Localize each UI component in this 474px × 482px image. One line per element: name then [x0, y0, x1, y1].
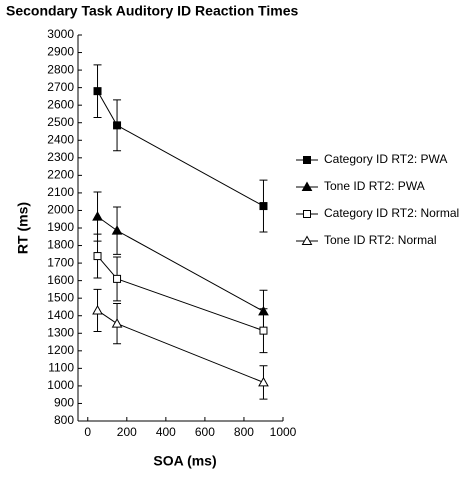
- series-line: [97, 90, 264, 207]
- marker: [113, 121, 122, 130]
- legend-label: Category ID RT2: Normal: [324, 206, 459, 220]
- y-tick-label: 1400: [47, 308, 74, 322]
- x-tick-label: 1000: [270, 425, 297, 439]
- y-tick-label: 1100: [48, 361, 74, 375]
- x-tick-label: 0: [84, 425, 91, 439]
- y-tick-label: 900: [54, 396, 74, 410]
- y-tick-label: 1200: [47, 343, 74, 357]
- marker: [259, 202, 268, 211]
- y-tick-label: 2700: [47, 80, 74, 94]
- legend-label: Tone ID RT2: PWA: [324, 179, 425, 193]
- marker: [92, 304, 103, 315]
- y-tick-label: 1800: [47, 238, 74, 252]
- legend-marker: [303, 210, 311, 218]
- marker: [93, 252, 102, 261]
- legend-marker: [303, 156, 311, 164]
- x-tick-label: 800: [234, 425, 254, 439]
- chart-title: Secondary Task Auditory ID Reaction Time…: [6, 3, 298, 19]
- series-line: [97, 255, 264, 332]
- y-tick-label: 2200: [47, 168, 74, 182]
- y-tick-label: 2900: [47, 45, 74, 59]
- y-tick-label: 800: [54, 413, 74, 427]
- marker: [92, 211, 103, 221]
- marker: [111, 318, 123, 328]
- y-tick-label: 1600: [47, 273, 74, 287]
- marker: [258, 376, 269, 387]
- y-tick-label: 2300: [47, 150, 74, 164]
- marker: [93, 87, 102, 96]
- y-tick-label: 2600: [47, 97, 74, 111]
- y-tick-label: 2000: [47, 203, 74, 217]
- y-tick-label: 2100: [47, 185, 74, 199]
- legend-marker: [301, 181, 313, 191]
- y-tick-label: 2500: [47, 115, 74, 129]
- legend-label: Category ID RT2: PWA: [324, 152, 447, 166]
- marker: [113, 274, 122, 283]
- legend-marker: [301, 235, 313, 245]
- x-axis-label: SOA (ms): [153, 453, 216, 469]
- series-line: [97, 216, 264, 312]
- y-tick-label: 1900: [47, 220, 74, 234]
- y-tick-label: 2800: [47, 62, 74, 76]
- y-axis-label: RT (ms): [15, 202, 31, 254]
- y-tick-label: 2400: [47, 132, 74, 146]
- legend-label: Tone ID RT2: Normal: [324, 233, 436, 247]
- x-tick-label: 200: [117, 425, 137, 439]
- marker: [111, 225, 123, 235]
- x-tick-label: 400: [156, 425, 176, 439]
- y-tick-label: 1700: [47, 255, 74, 269]
- y-tick-label: 1300: [47, 325, 74, 339]
- series-line: [97, 310, 264, 383]
- marker: [259, 326, 268, 335]
- y-tick-label: 1500: [47, 290, 74, 304]
- y-tick-label: 1000: [47, 378, 74, 392]
- y-tick-label: 3000: [47, 27, 74, 41]
- x-tick-label: 600: [195, 425, 215, 439]
